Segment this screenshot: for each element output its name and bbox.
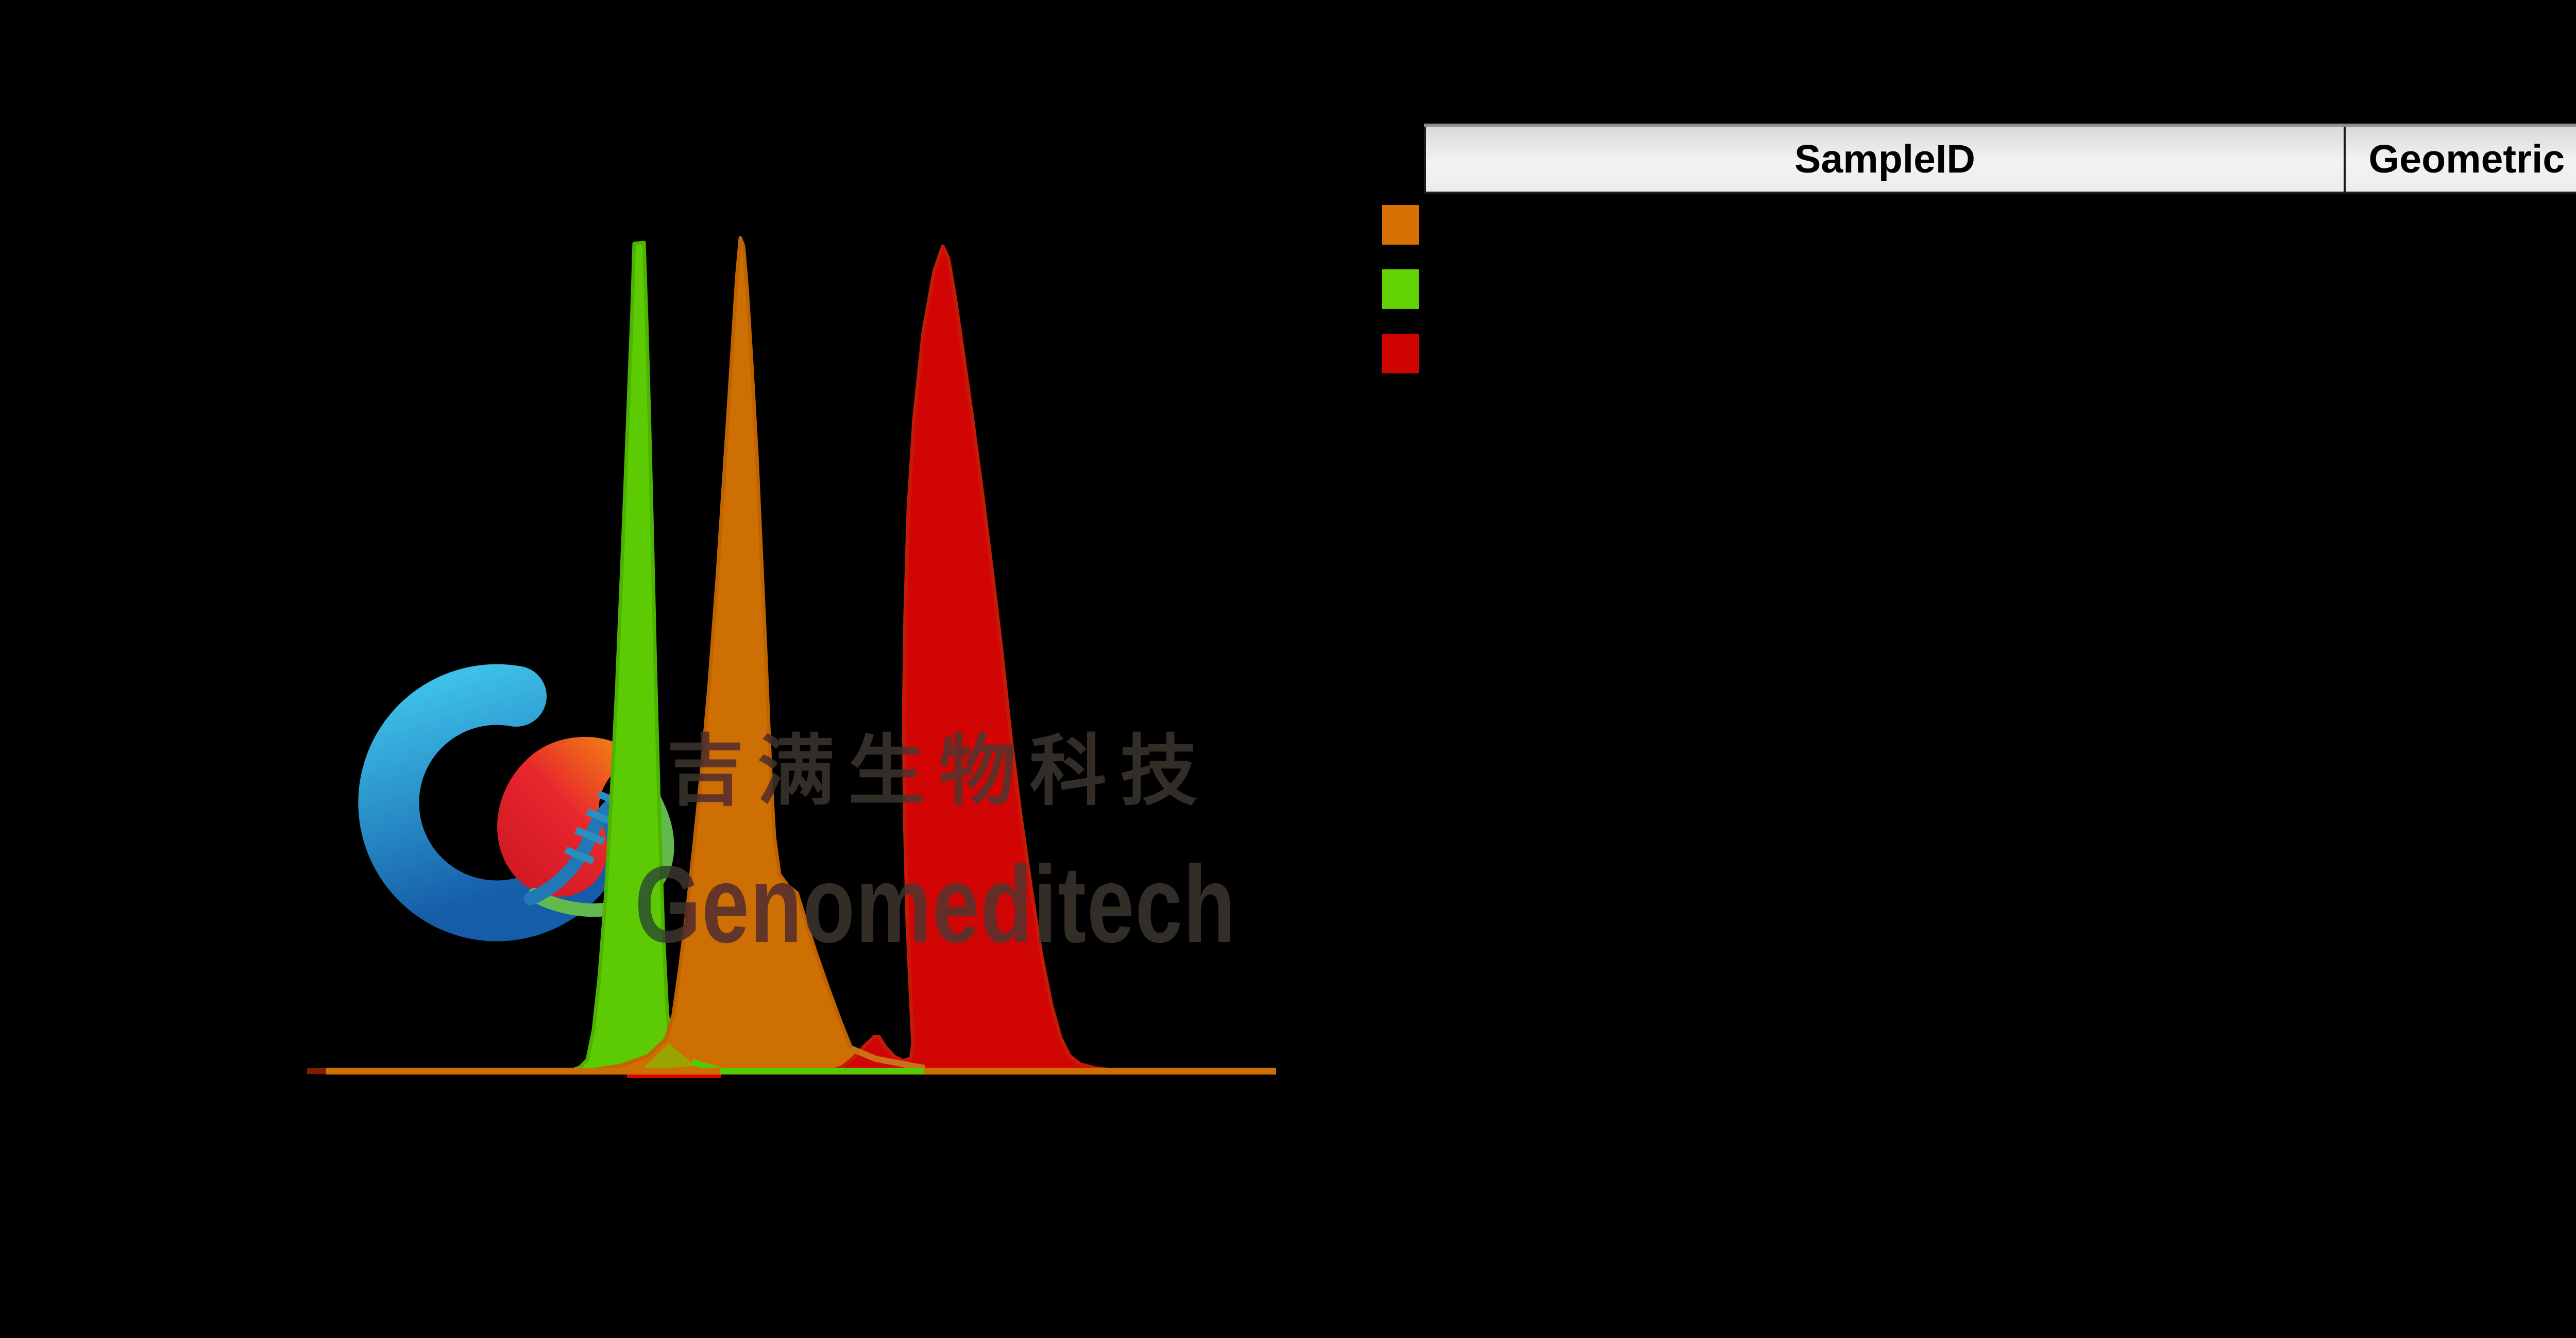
histogram-green-sample xyxy=(567,241,695,1073)
legend-swatch-red xyxy=(1382,334,1419,373)
histogram-series-layer xyxy=(567,236,1130,1073)
table-top-border xyxy=(1424,124,2576,127)
legend-swatch-green xyxy=(1382,269,1419,309)
orange-tail-line xyxy=(850,1045,926,1071)
histogram-baseline-layer xyxy=(307,1043,1276,1078)
results-table: SampleID Geometric Mean : FL11-H xyxy=(1424,124,2576,194)
histogram-orange-sample xyxy=(586,236,939,1073)
logo-flame-icon xyxy=(497,736,635,897)
histogram-red-sample xyxy=(828,244,1130,1073)
table-header-row: SampleID Geometric Mean : FL11-H xyxy=(1424,127,2576,194)
column-header-sampleid: SampleID xyxy=(1426,127,2346,192)
legend-swatch-orange xyxy=(1382,205,1419,245)
olive-overlap-wedge xyxy=(641,1043,696,1070)
column-header-geometric-mean: Geometric Mean : FL11-H xyxy=(2368,136,2576,181)
